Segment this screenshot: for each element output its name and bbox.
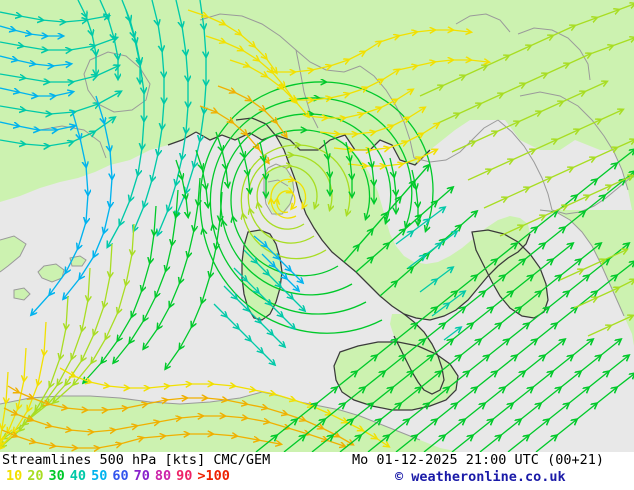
legend-value-20: 20 <box>27 468 44 484</box>
streamlines-north-italy-green <box>175 131 418 224</box>
copyright-label: © weatheronline.co.uk <box>395 469 566 485</box>
legend-value-70: 70 <box>133 468 150 484</box>
product-title: Streamlines 500 hPa [kts] CMC/GEM <box>2 452 271 468</box>
streamline-map-canvas[interactable] <box>0 0 634 452</box>
valid-time-label: Mo 01-12-2025 21:00 UTC (00+21) <box>352 452 604 468</box>
land-spain-coast <box>0 236 26 272</box>
legend-value-80: 80 <box>154 468 172 484</box>
streamlines-sardinia-channel <box>213 235 304 364</box>
legend-value-gt100: >100 <box>197 468 230 484</box>
streamlines-alps <box>187 9 488 166</box>
legend-value-60: 60 <box>112 468 129 484</box>
streamlines-adriatic-teal <box>395 208 464 341</box>
legend-value-10: 10 <box>6 468 23 484</box>
map-footer: Streamlines 500 hPa [kts] CMC/GEM 10 20 30… <box>0 452 634 490</box>
legend-value-30: 30 <box>48 468 65 484</box>
wind-speed-scale: 10 20 30 40 50 60 70 80 90 >100 <box>6 468 235 484</box>
legend-value-50: 50 <box>91 468 108 484</box>
legend-value-40: 40 <box>69 468 87 484</box>
legend-value-90: 90 <box>176 468 193 484</box>
map-svg <box>0 0 634 452</box>
streamlines-balkans <box>419 4 634 337</box>
